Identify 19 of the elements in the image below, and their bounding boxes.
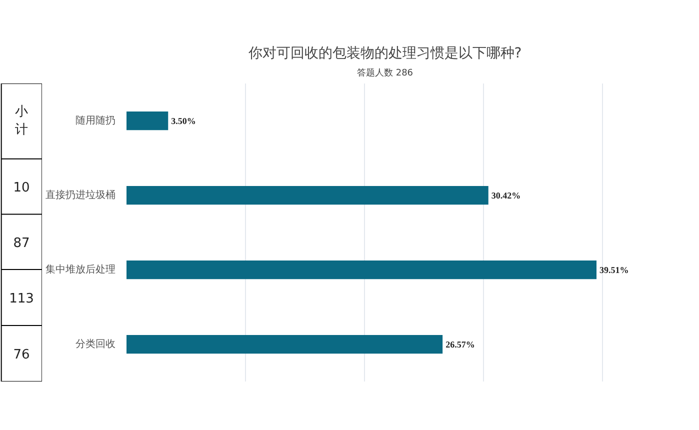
bar xyxy=(126,111,168,130)
text: 87 xyxy=(13,236,30,251)
y-tick-label: 随用随扔 xyxy=(76,114,116,126)
y-tick-label: 直接扔进垃圾桶 xyxy=(46,188,116,201)
y-tick-label: 集中堆放后处理 xyxy=(46,263,116,276)
bar xyxy=(126,260,596,280)
data-label: 39.51% xyxy=(600,264,629,275)
chart-title: 你对可回收的包装物的处理习惯是以下哪种? xyxy=(247,46,522,62)
chart-subtitle: 答题人数 286 xyxy=(356,68,414,78)
bar xyxy=(126,186,488,205)
text: 小计 xyxy=(15,104,28,138)
y-tick-label: 分类回收 xyxy=(76,338,116,350)
text: 10 xyxy=(13,180,30,196)
data-label: 26.57% xyxy=(446,339,475,350)
bar xyxy=(126,334,443,354)
text: 113 xyxy=(9,291,34,306)
text: 76 xyxy=(13,347,30,362)
data-label: 3.50% xyxy=(171,116,196,126)
data-label: 30.42% xyxy=(491,190,521,200)
